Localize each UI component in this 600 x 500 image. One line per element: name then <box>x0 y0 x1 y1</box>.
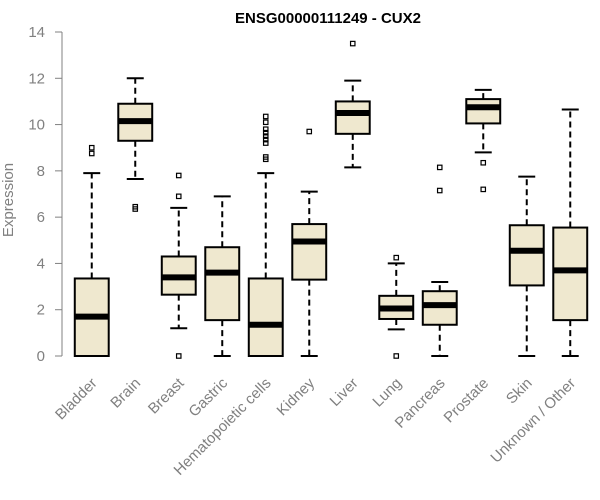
outlier-point <box>436 187 443 194</box>
box-prostate <box>465 88 502 193</box>
box-series <box>73 40 589 359</box>
box-bladder <box>73 144 110 358</box>
outlier-point <box>262 133 269 139</box>
x-tick-label: Lung <box>369 375 405 411</box>
y-tick-label: 12 <box>28 70 45 87</box>
box-iqr <box>247 277 284 358</box>
outlier-point <box>393 254 400 261</box>
outlier-point <box>262 129 269 136</box>
box-skin <box>508 175 545 357</box>
box-breast <box>160 172 197 359</box>
outlier-point <box>132 203 139 210</box>
y-tick-label: 0 <box>37 348 45 365</box>
box-unknown-other <box>552 108 589 357</box>
outlier-point <box>349 40 356 47</box>
y-tick-label: 2 <box>37 302 45 319</box>
outlier-point <box>88 144 95 151</box>
box-iqr <box>508 224 545 287</box>
y-tick-label: 14 <box>28 24 45 41</box>
y-tick-label: 8 <box>37 163 45 180</box>
outlier-point <box>393 353 400 359</box>
box-iqr <box>204 246 241 322</box>
x-tick-label: Breast <box>145 374 188 417</box>
box-pancreas <box>421 164 458 357</box>
y-axis-ticks: 0 2 4 6 8 10 12 14 <box>28 24 62 365</box>
box-kidney <box>291 128 328 357</box>
y-tick-label: 10 <box>28 117 45 134</box>
outlier-point <box>262 113 269 120</box>
x-tick-label: Skin <box>503 375 536 408</box>
box-gastric <box>204 195 241 357</box>
box-hematopoietic-cells <box>247 113 284 358</box>
outlier-point <box>175 172 182 179</box>
box-liver <box>334 40 371 169</box>
y-axis-label: Expression <box>0 163 17 237</box>
box-brain <box>117 77 154 212</box>
outlier-point <box>262 154 269 160</box>
x-tick-label: Kidney <box>274 374 319 419</box>
outlier-point <box>175 193 182 200</box>
outlier-point <box>436 164 443 171</box>
outlier-point <box>306 128 313 135</box>
y-tick-label: 4 <box>37 255 45 272</box>
x-tick-label: Brain <box>107 375 144 412</box>
outlier-point <box>262 119 269 126</box>
outlier-point <box>262 140 269 146</box>
outlier-point <box>262 136 269 143</box>
outlier-point <box>480 159 487 166</box>
box-iqr <box>291 223 328 281</box>
box-lung <box>378 254 415 359</box>
box-iqr <box>465 98 502 125</box>
outlier-point <box>480 186 487 193</box>
outlier-point <box>88 150 95 157</box>
outlier-point <box>175 353 182 359</box>
chart-title: ENSG00000111249 - CUX2 <box>235 10 421 27</box>
x-tick-label: Bladder <box>52 375 101 424</box>
box-iqr <box>552 226 589 322</box>
x-tick-label: Liver <box>327 375 362 410</box>
x-tick-label: Prostate <box>441 375 493 427</box>
y-tick-label: 6 <box>37 209 45 226</box>
outlier-point <box>262 126 269 133</box>
box-iqr <box>334 100 371 135</box>
